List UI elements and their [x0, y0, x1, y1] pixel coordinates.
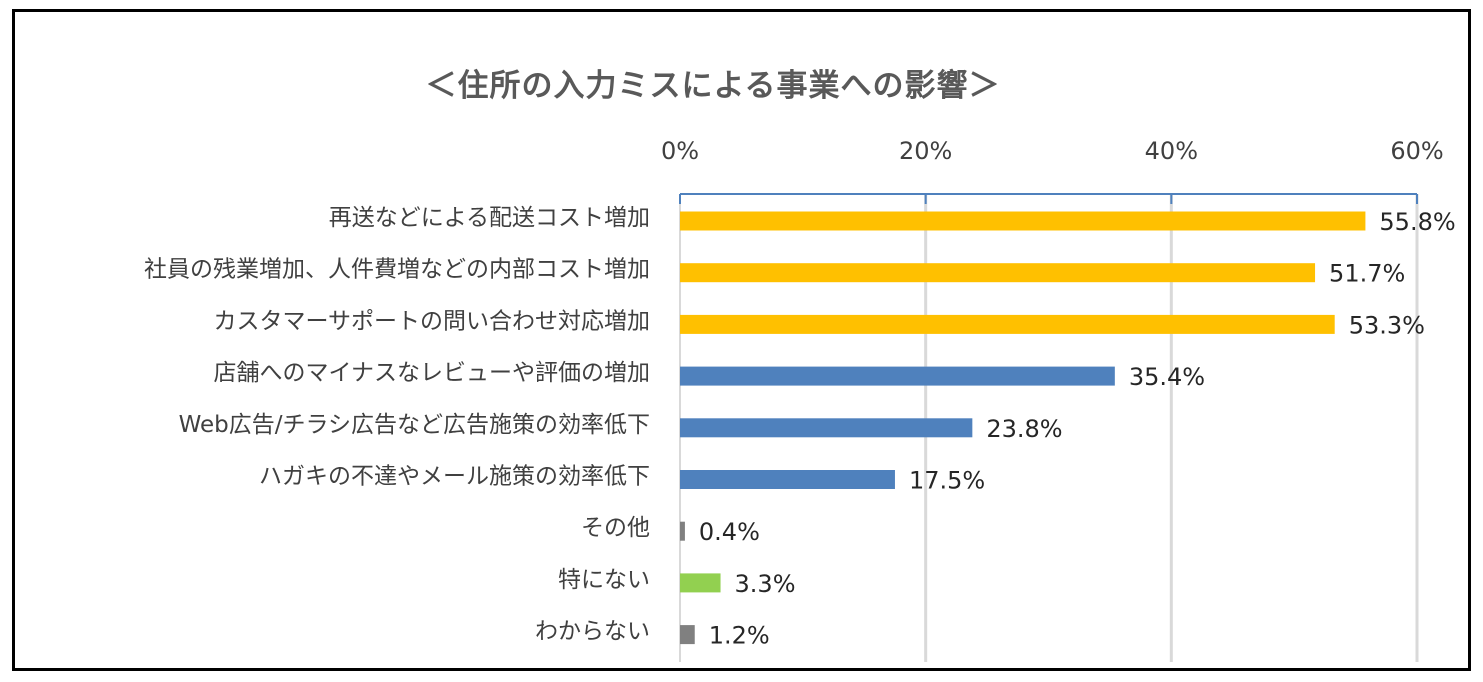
category-label: Web広告/チラシ広告など広告施策の効率低下 [179, 412, 650, 438]
data-label: 0.4% [699, 518, 760, 546]
tick-label: 20% [899, 137, 952, 165]
bar [680, 366, 1115, 386]
bar [680, 211, 1366, 231]
data-label: 55.8% [1379, 208, 1455, 236]
category-label: 特にない [558, 567, 650, 593]
tick-label: 0% [661, 137, 699, 165]
tick-label: 60% [1390, 137, 1443, 165]
category-label: 社員の残業増加、人件費増などの内部コスト増加 [144, 257, 650, 283]
data-label: 17.5% [909, 467, 985, 495]
data-label: 51.7% [1329, 260, 1405, 288]
data-label: 23.8% [986, 415, 1062, 443]
category-label: カスタマーサポートの問い合わせ対応増加 [213, 308, 650, 334]
data-label: 35.4% [1129, 363, 1205, 391]
category-label: その他 [581, 515, 650, 541]
bar [680, 418, 973, 438]
bar [680, 521, 685, 541]
bar [680, 625, 695, 645]
category-label: ハガキの不達やメール施策の効率低下 [259, 464, 650, 490]
category-label: 店舗へのマイナスなレビューや評価の増加 [213, 360, 650, 386]
bar [680, 470, 895, 489]
bar [680, 263, 1316, 283]
data-label: 3.3% [735, 570, 796, 598]
tick-label: 40% [1145, 137, 1198, 165]
chart-frame [12, 9, 1471, 671]
category-label: 再送などによる配送コスト増加 [329, 205, 650, 231]
bar [680, 573, 721, 593]
data-label: 53.3% [1349, 311, 1425, 339]
chart-title: ＜住所の入力ミスによる事業への影響＞ [425, 68, 1001, 104]
category-label: わからない [535, 619, 650, 645]
data-label: 1.2% [709, 622, 770, 650]
bar [680, 314, 1335, 334]
